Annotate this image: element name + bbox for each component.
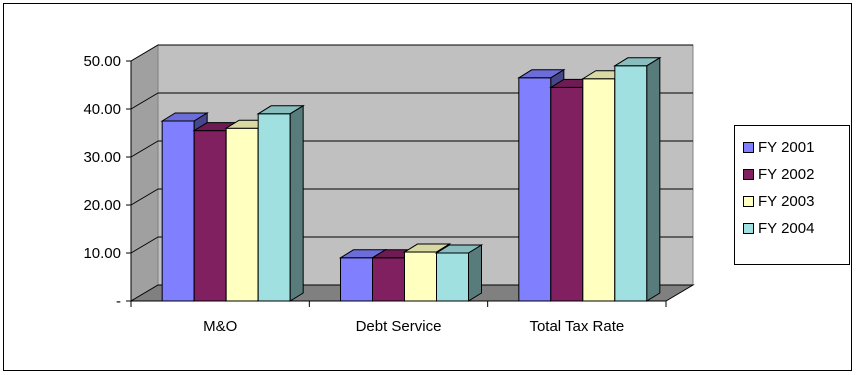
bar-front [518, 77, 552, 302]
y-tick-label: 40.00 [83, 101, 121, 118]
legend-item: FY 2003 [743, 188, 849, 215]
bar-front [340, 257, 373, 302]
legend-item: FY 2002 [743, 161, 849, 188]
y-tick-label: 20.00 [83, 197, 121, 214]
bar-chart: - 10.00 20.00 30.00 40.00 50.00 M&O Debt Servic… [83, 44, 695, 335]
gridline-side [130, 92, 159, 110]
bar-front [404, 251, 437, 302]
y-tick-label: 10.00 [83, 245, 121, 262]
bar-front [372, 257, 405, 302]
legend-swatch [743, 142, 754, 153]
legend-label: FY 2004 [758, 220, 815, 237]
legend-swatch [743, 223, 754, 234]
bar-front [614, 65, 648, 302]
gridline-side [130, 236, 159, 254]
legend-swatch [743, 196, 754, 207]
bar-side [468, 244, 482, 302]
bar-front [582, 78, 616, 302]
bar-front [161, 120, 195, 302]
y-tick-label: 30.00 [83, 149, 121, 166]
bar-side [646, 56, 661, 302]
category-label: Total Tax Rate [529, 318, 624, 335]
legend-label: FY 2002 [758, 166, 815, 183]
gridline-side [130, 140, 159, 158]
chart-frame: - 10.00 20.00 30.00 40.00 50.00 M&O Debt Servic… [3, 3, 852, 371]
category-label: Debt Service [356, 318, 442, 335]
side-wall [130, 44, 159, 302]
legend-item: FY 2001 [743, 134, 849, 161]
legend-label: FY 2001 [758, 139, 815, 156]
bar-front [550, 86, 584, 302]
bar-front [225, 127, 259, 302]
category-label: M&O [203, 318, 237, 335]
bar-side [289, 104, 304, 302]
y-tick-label: - [116, 293, 121, 310]
gridline-side [130, 188, 159, 206]
gridline-side [130, 44, 159, 62]
y-tick-label: 50.00 [83, 53, 121, 70]
bar-front [193, 130, 227, 302]
bar-front [436, 252, 469, 302]
legend: FY 2001 FY 2002 FY 2003 FY 2004 [734, 125, 850, 265]
bar-front [257, 113, 291, 302]
legend-swatch [743, 169, 754, 180]
legend-label: FY 2003 [758, 193, 815, 210]
legend-item: FY 2004 [743, 215, 849, 242]
